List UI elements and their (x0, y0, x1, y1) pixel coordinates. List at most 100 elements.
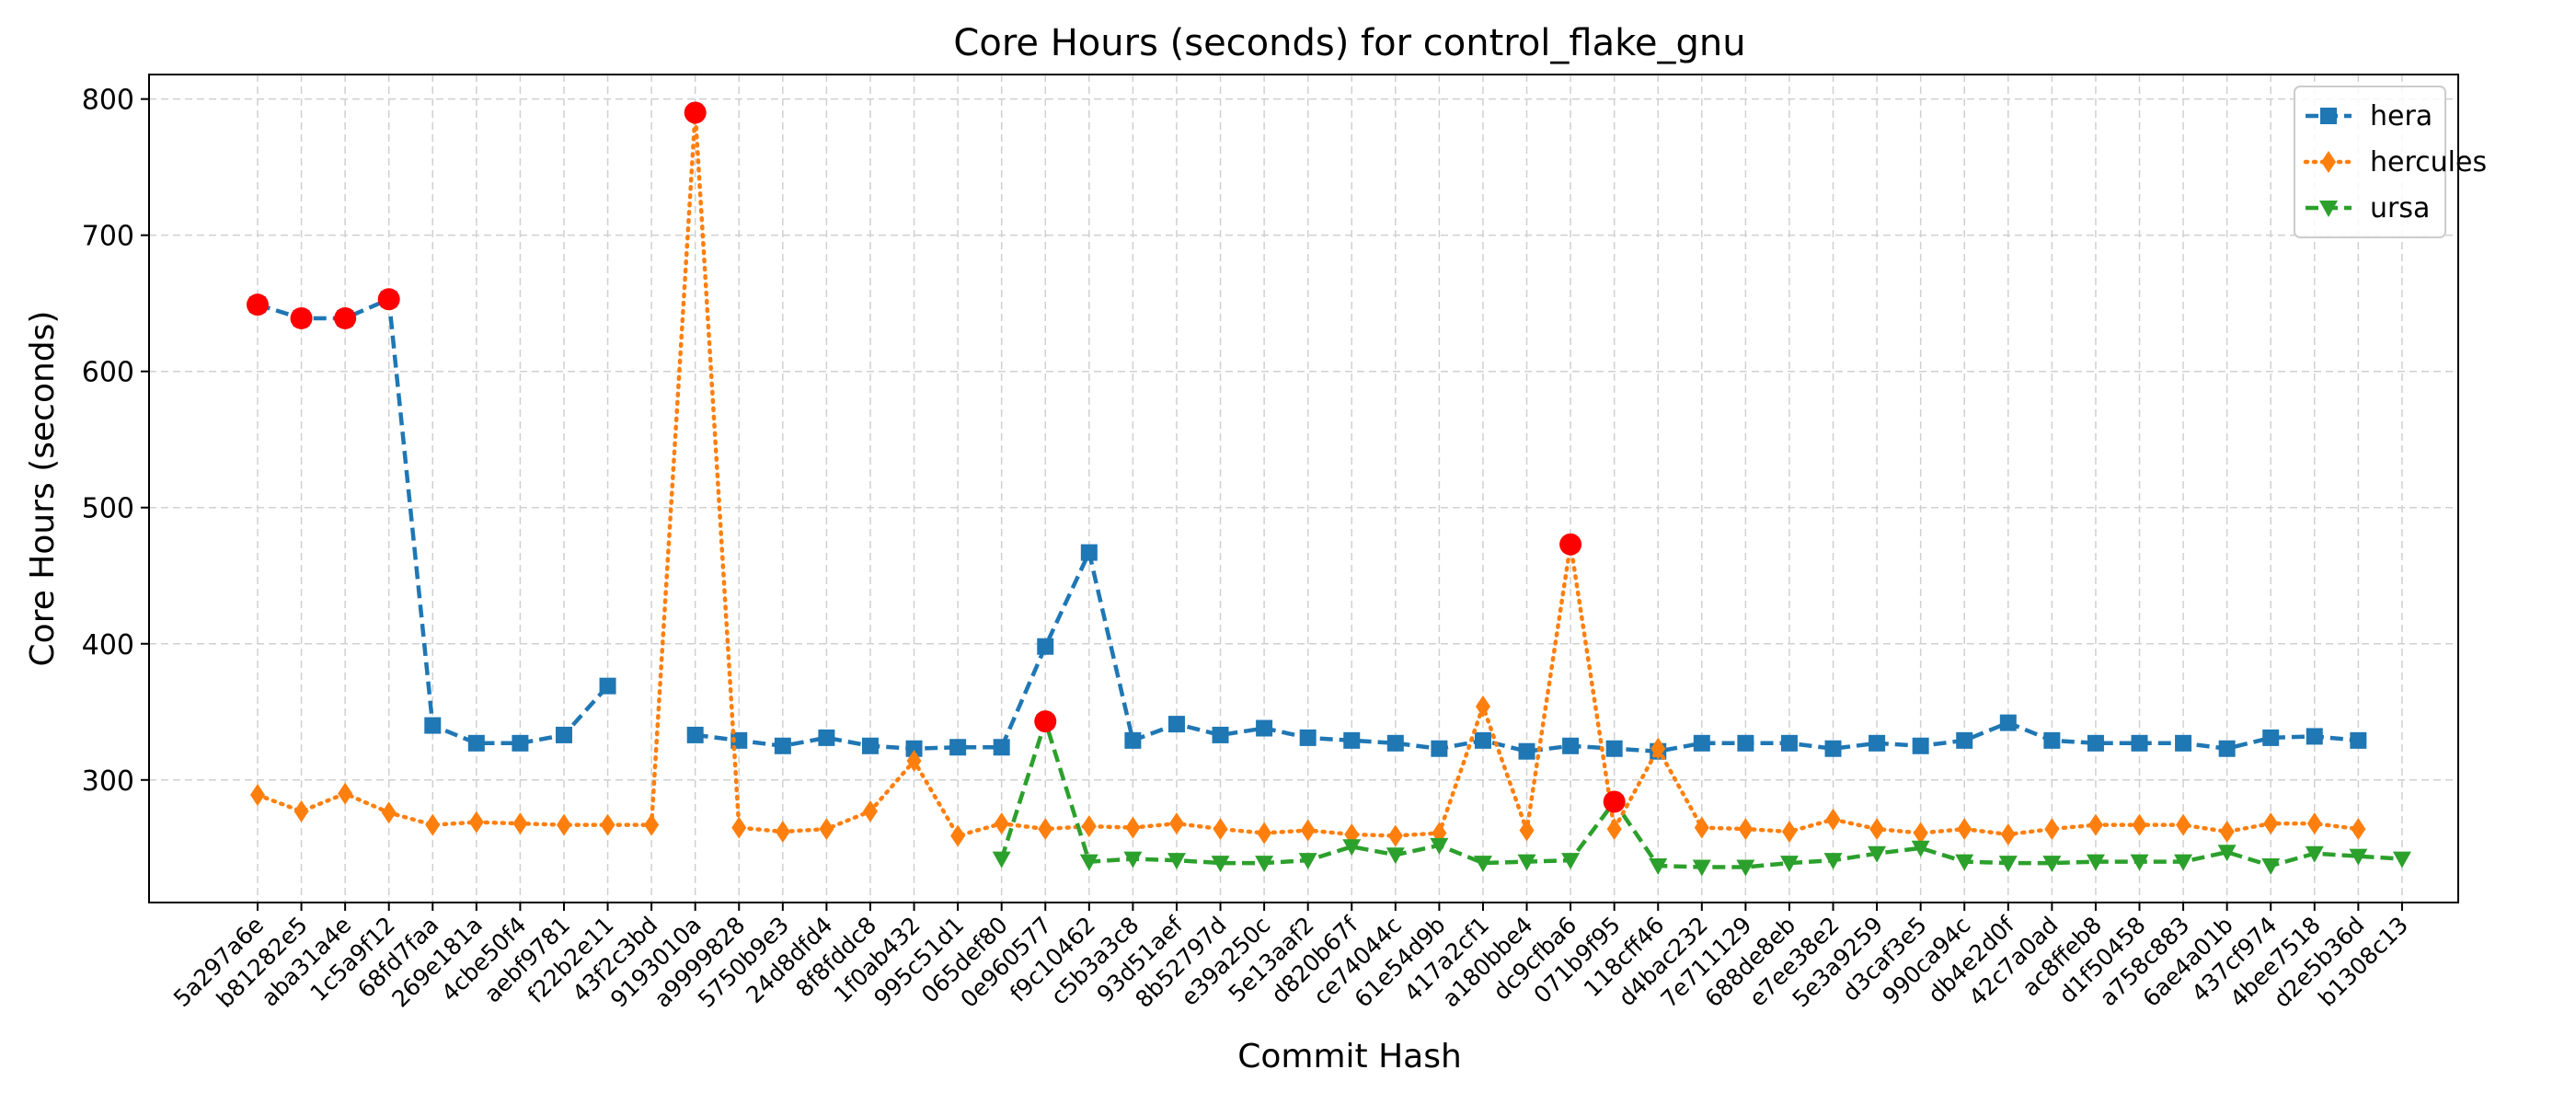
data-point-ursa (2261, 858, 2281, 876)
data-point-hera (555, 726, 572, 743)
data-point-ursa (1386, 847, 1405, 865)
data-point-ursa (2217, 845, 2237, 862)
data-point-hercules (1738, 818, 1754, 841)
data-point-hercules (2132, 813, 2147, 836)
data-point-hera (1167, 716, 1185, 733)
data-point-hera (993, 739, 1010, 756)
data-point-hera (2175, 734, 2192, 752)
data-point-hera (1869, 734, 1886, 752)
data-point-hercules (381, 801, 397, 824)
data-point-ursa (1823, 853, 1843, 870)
data-point-ursa (1955, 854, 1974, 871)
data-point-hercules (512, 812, 528, 835)
data-point-hercules (600, 813, 615, 836)
data-point-hera (1299, 729, 1317, 746)
data-point-ursa (1561, 853, 1581, 870)
data-point-hercules (1650, 737, 1666, 760)
data-point-hercules (2087, 813, 2103, 836)
data-point-hera (1474, 731, 1491, 749)
data-point-ursa (1868, 845, 1887, 863)
data-point-hercules (2219, 821, 2235, 844)
data-point-ursa (2174, 854, 2193, 871)
data-point-hercules (775, 821, 790, 844)
data-point-hera (774, 737, 791, 754)
data-point-hercules (950, 824, 966, 847)
plot-area-frame (148, 74, 2459, 903)
data-point-ursa (1911, 840, 1930, 857)
legend-label-hera: hera (2370, 100, 2432, 132)
data-point-hera (1124, 731, 1142, 749)
data-point-hera (1518, 742, 1535, 760)
y-tick-label: 400 (82, 629, 134, 661)
data-point-ursa (1649, 858, 1668, 876)
data-point-hera (1386, 734, 1404, 752)
highlight-point (247, 293, 269, 316)
data-point-hercules (425, 813, 441, 836)
data-point-hercules (906, 750, 922, 773)
data-point-hercules (2000, 822, 2016, 845)
data-point-ursa (2392, 851, 2411, 868)
data-point-hercules (1869, 818, 1885, 841)
data-point-hercules (994, 812, 1009, 835)
data-point-hercules (819, 818, 834, 841)
data-point-hercules (468, 811, 484, 834)
y-tick-label: 300 (82, 765, 134, 798)
data-point-hercules (1300, 819, 1316, 842)
data-point-hera (1780, 734, 1798, 752)
data-point-ursa (1736, 859, 1755, 877)
series-layer (249, 101, 2411, 877)
data-point-hercules (338, 782, 353, 805)
data-point-ursa (1779, 856, 1799, 873)
data-point-hera (1999, 714, 2017, 731)
y-tick-label: 500 (82, 493, 134, 525)
data-point-ursa (1692, 859, 1711, 877)
data-point-hercules (2263, 812, 2279, 835)
data-point-hera (730, 731, 748, 749)
highlight-point (1603, 790, 1626, 813)
chart-title: Core Hours (seconds) for control_flake_g… (953, 22, 1745, 64)
data-point-hera (2262, 729, 2280, 746)
highlight-point (290, 306, 313, 329)
data-point-ursa (1342, 839, 1362, 857)
data-point-hera (1562, 737, 1580, 754)
data-point-hera (818, 729, 835, 746)
data-point-hercules (2306, 812, 2322, 835)
data-point-hera (2218, 740, 2236, 757)
data-point-ursa (1430, 837, 1449, 855)
data-point-ursa (2349, 848, 2368, 866)
data-point-hera (686, 726, 704, 743)
data-point-ursa (2086, 854, 2105, 871)
data-point-hera (1256, 719, 1273, 737)
highlight-point (684, 101, 707, 124)
data-point-hera (1431, 740, 1448, 757)
data-point-hera (1605, 740, 1623, 757)
data-point-hercules (1781, 821, 1797, 844)
highlight-point (377, 288, 400, 311)
data-point-hercules (1694, 816, 1709, 839)
data-point-hera (2131, 734, 2148, 752)
data-point-ursa (1517, 854, 1536, 871)
data-point-hera (949, 739, 967, 756)
data-point-hera (1912, 737, 1929, 754)
legend-marker-ursa (2319, 201, 2338, 217)
data-point-ursa (2130, 854, 2149, 871)
data-point-hercules (1913, 822, 1928, 845)
series-line-hera (695, 546, 2359, 753)
data-point-hercules (1213, 818, 1228, 841)
data-point-hera (1037, 638, 1054, 655)
grid-layer (149, 75, 2458, 903)
data-point-hercules (2176, 813, 2191, 836)
data-point-hera (467, 734, 485, 752)
data-point-hercules (862, 799, 878, 822)
data-point-ursa (2042, 856, 2062, 873)
data-point-hercules (1519, 819, 1535, 842)
data-point-hercules (293, 799, 309, 822)
data-point-hera (2043, 731, 2061, 749)
y-tick-label: 800 (82, 85, 134, 117)
data-point-ursa (1255, 856, 1274, 873)
data-point-hercules (1825, 808, 1841, 831)
data-point-hercules (1038, 818, 1053, 841)
data-point-hera (1737, 734, 1754, 752)
data-point-ursa (1298, 853, 1317, 870)
